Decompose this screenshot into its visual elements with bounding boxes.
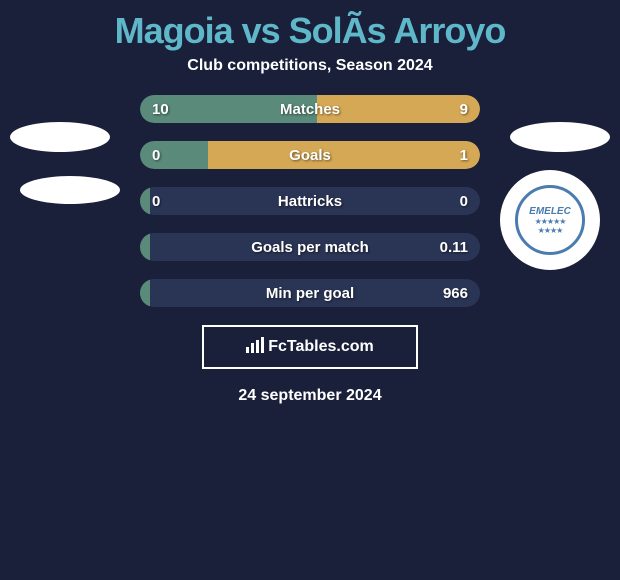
emelec-badge-inner: EMELEC ★★★★★ ★★★★ (515, 185, 585, 255)
club-badge-right-1 (510, 122, 610, 152)
stat-row: 0Hattricks0 (140, 187, 480, 215)
stat-value-right: 0 (460, 193, 468, 210)
chart-bars-icon (246, 337, 264, 358)
stat-row: 0Goals1 (140, 141, 480, 169)
stat-label: Hattricks (140, 193, 480, 210)
fctables-box: FcTables.com (202, 325, 418, 369)
stat-label: Min per goal (140, 285, 480, 302)
emelec-text: EMELEC (529, 206, 571, 217)
stat-value-right: 1 (460, 147, 468, 164)
stat-value-right: 966 (443, 285, 468, 302)
stat-label: Goals (140, 147, 480, 164)
stat-label: Goals per match (140, 239, 480, 256)
emelec-stars: ★★★★★ (535, 217, 566, 226)
stat-value-right: 9 (460, 101, 468, 118)
date-text: 24 september 2024 (0, 387, 620, 405)
emelec-badge: EMELEC ★★★★★ ★★★★ (500, 170, 600, 270)
stat-row: Goals per match0.11 (140, 233, 480, 261)
stats-container: 10Matches90Goals10Hattricks0Goals per ma… (140, 95, 480, 307)
subtitle: Club competitions, Season 2024 (0, 57, 620, 95)
stat-row: Min per goal966 (140, 279, 480, 307)
player-badge-left-1 (10, 122, 110, 152)
stat-row: 10Matches9 (140, 95, 480, 123)
fctables-label: FcTables.com (268, 338, 374, 356)
stat-label: Matches (140, 101, 480, 118)
stat-value-right: 0.11 (440, 239, 468, 256)
player-badge-left-2 (20, 176, 120, 204)
emelec-stars-2: ★★★★ (538, 226, 563, 235)
page-title: Magoia vs SolÃs Arroyo (0, 0, 620, 57)
